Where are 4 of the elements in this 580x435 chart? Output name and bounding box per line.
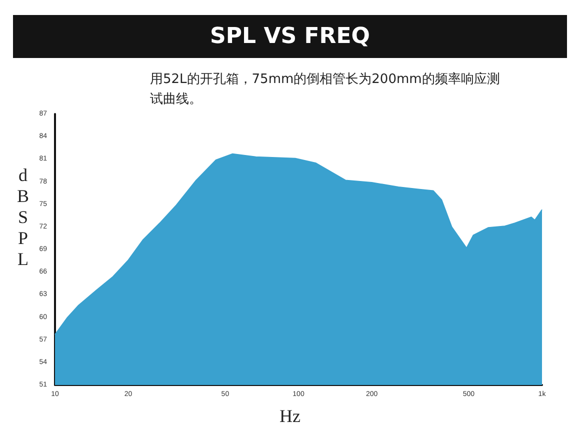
x-axis-title: Hz <box>278 406 302 427</box>
chart-title: SPL VS FREQ <box>13 15 567 58</box>
y-axis-title: dBSPL <box>12 165 33 270</box>
chart-subtitle: 用52L的开孔箱，75mm的倒相管长为200mm的频率响应测试曲线。 <box>150 71 501 109</box>
